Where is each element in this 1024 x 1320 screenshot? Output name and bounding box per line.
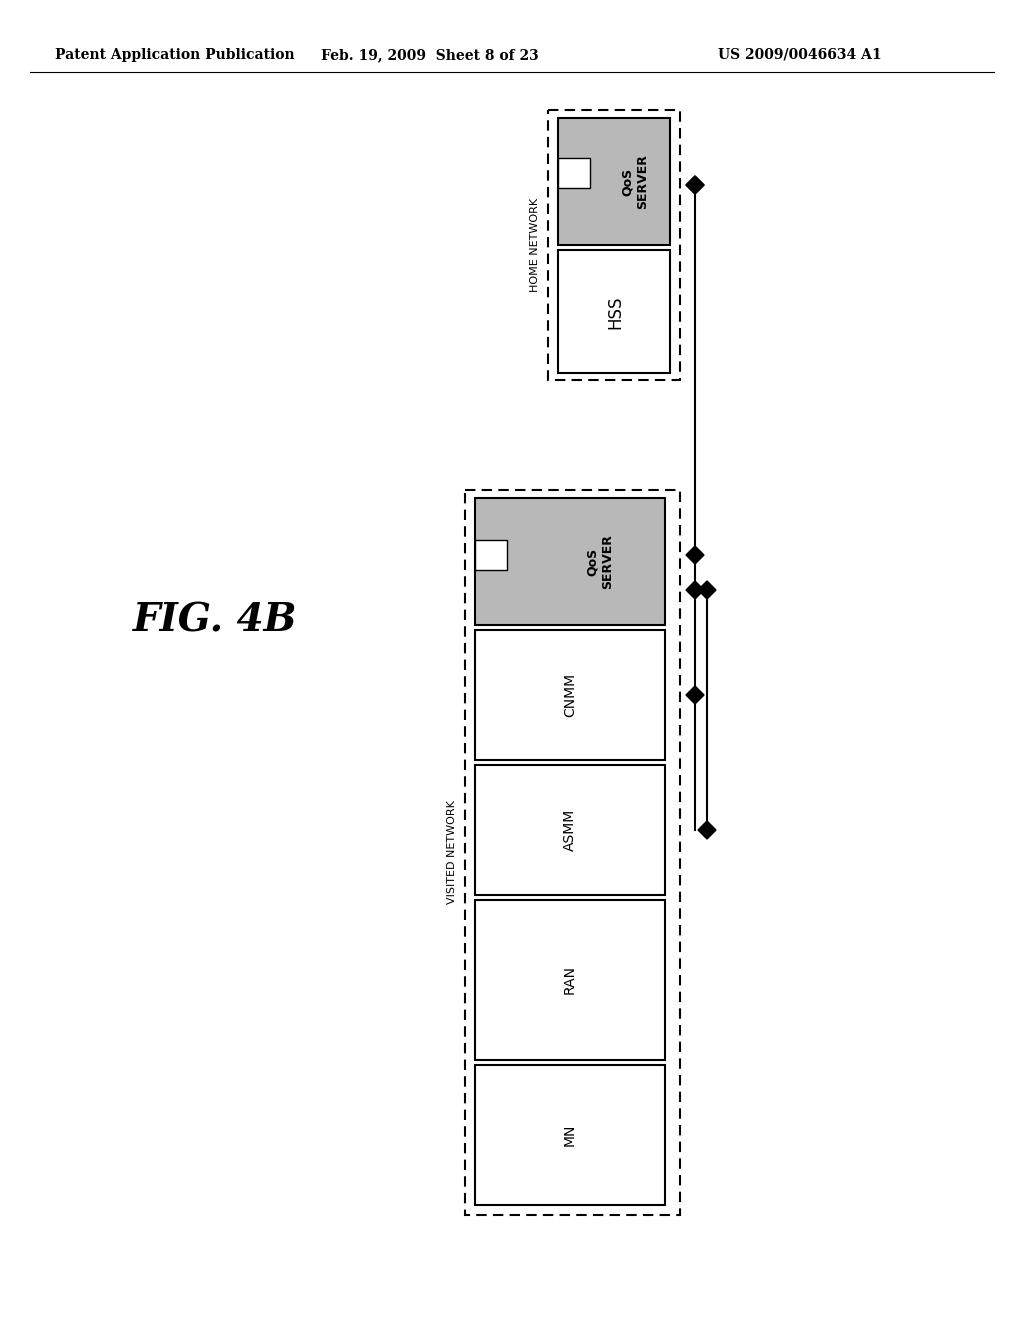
Bar [558, 249, 670, 374]
Bar [475, 498, 665, 624]
Bar [475, 1065, 665, 1205]
Bar [475, 540, 507, 570]
Text: Patent Application Publication: Patent Application Publication [55, 48, 295, 62]
Text: QoS
SERVER: QoS SERVER [586, 535, 614, 590]
Bar [475, 766, 665, 895]
Text: MN: MN [563, 1123, 577, 1146]
Text: CNMM: CNMM [563, 673, 577, 717]
Text: QoS
SERVER: QoS SERVER [621, 154, 649, 210]
Text: RAN: RAN [563, 965, 577, 994]
Text: US 2009/0046634 A1: US 2009/0046634 A1 [718, 48, 882, 62]
Polygon shape [686, 686, 705, 704]
Text: Feb. 19, 2009  Sheet 8 of 23: Feb. 19, 2009 Sheet 8 of 23 [322, 48, 539, 62]
Bar [475, 900, 665, 1060]
Text: HOME NETWORK: HOME NETWORK [530, 198, 540, 292]
Polygon shape [686, 581, 705, 599]
Bar [558, 117, 670, 246]
Polygon shape [686, 546, 705, 564]
Text: FIG. 4B: FIG. 4B [133, 601, 297, 639]
Bar [558, 158, 590, 187]
Polygon shape [686, 176, 705, 194]
Text: ASMM: ASMM [563, 809, 577, 851]
Polygon shape [686, 176, 705, 194]
Bar [475, 630, 665, 760]
Polygon shape [698, 821, 716, 840]
Text: VISITED NETWORK: VISITED NETWORK [447, 800, 457, 904]
Text: HSS: HSS [606, 296, 624, 329]
Polygon shape [698, 581, 716, 599]
